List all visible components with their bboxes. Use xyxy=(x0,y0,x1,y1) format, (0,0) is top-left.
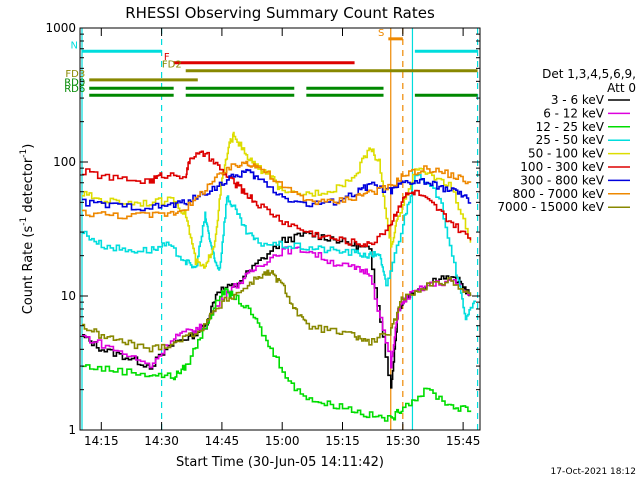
timestamp: 17-Oct-2021 18:12 xyxy=(551,467,636,477)
x-axis-label: Start Time (30-Jun-05 14:11:42) xyxy=(176,455,384,470)
legend-label-12-25-keV: 12 - 25 keV xyxy=(536,120,605,134)
series-line-50-100-keV xyxy=(82,131,472,269)
series-line-12-25-keV xyxy=(82,287,472,422)
series-line-7000-15000-keV xyxy=(82,269,472,353)
segment-label-n: N xyxy=(71,40,78,51)
y-tick-label-0: 1 xyxy=(68,423,76,437)
legend-label-100-300-keV: 100 - 300 keV xyxy=(520,160,604,174)
segment-label-fd2: FD2 xyxy=(162,60,182,71)
series-line-25-50-keV xyxy=(82,174,476,321)
y-tick-label-1: 10 xyxy=(61,289,76,303)
legend-label-800-7000-keV: 800 - 7000 keV xyxy=(513,187,605,201)
y-axis-label: Count Rate (s-1 detector-1) xyxy=(19,144,36,315)
series-line-100-300-keV xyxy=(82,150,472,248)
legend-label-6-12-keV: 6 - 12 keV xyxy=(543,106,605,120)
y-tick-label-3: 1000 xyxy=(45,21,76,35)
x-tick-label-6: 15:45 xyxy=(446,434,481,448)
segment-label-f: F xyxy=(164,52,170,63)
x-tick-label-4: 15:15 xyxy=(325,434,360,448)
legend-label-25-50-keV: 25 - 50 keV xyxy=(536,133,605,147)
segment-label-s: S xyxy=(378,28,384,39)
chart-title: RHESSI Observing Summary Count Rates xyxy=(125,4,435,22)
series-line-800-7000-keV xyxy=(82,160,472,220)
segment-label-rd6: RD6 xyxy=(64,84,85,95)
legend-label-50-100-keV: 50 - 100 keV xyxy=(528,147,605,161)
legend-label-7000-15000-keV: 7000 - 15000 keV xyxy=(497,200,604,214)
x-tick-label-3: 15:00 xyxy=(265,434,300,448)
segment-label-fd3: FD3 xyxy=(65,69,85,80)
y-tick-label-2: 100 xyxy=(53,155,76,169)
legend-label-3-6-keV: 3 - 6 keV xyxy=(551,93,605,107)
y-axis-ticks: 1 10 100 1000 xyxy=(45,21,480,437)
legend-header-line2: Att 0 xyxy=(607,81,636,95)
x-tick-label-0: 14:15 xyxy=(84,434,119,448)
plot-frame xyxy=(79,27,481,431)
x-axis-ticks: 14:15 14:30 14:45 15:00 15:15 15:30 15:45 xyxy=(84,28,480,448)
series-lines xyxy=(82,131,476,422)
legend-label-300-800-keV: 300 - 800 keV xyxy=(520,173,604,187)
x-tick-label-1: 14:30 xyxy=(144,434,179,448)
legend-header-line1: Det 1,3,4,5,6,9, xyxy=(542,67,636,81)
x-tick-label-5: 15:30 xyxy=(386,434,421,448)
segment-label-rd0: RD0 xyxy=(64,77,85,88)
series-line-300-800-keV xyxy=(82,168,472,212)
x-tick-label-2: 14:45 xyxy=(205,434,240,448)
